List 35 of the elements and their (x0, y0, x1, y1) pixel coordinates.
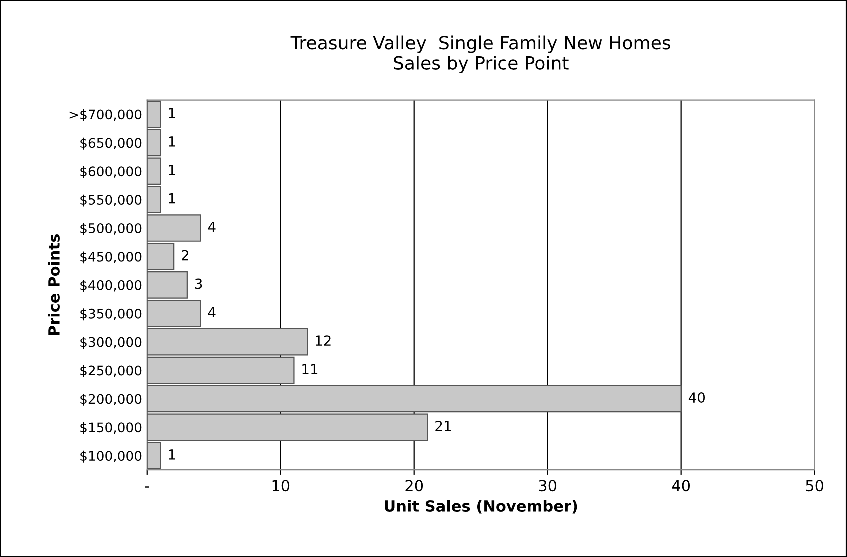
x-tick-label: 50 (806, 480, 824, 492)
y-tick-label: $500,000 (80, 223, 142, 236)
y-tick-label: $550,000 (80, 194, 142, 207)
data-label: 2 (182, 250, 188, 261)
y-axis-title: Price Points (48, 234, 60, 336)
data-label: 1 (169, 136, 176, 147)
y-tick-label: $450,000 (80, 252, 142, 264)
y-tick-label: $200,000 (80, 394, 142, 406)
data-label: 12 (316, 336, 331, 346)
y-tick-label: $650,000 (80, 138, 142, 150)
x-tick-label: - (145, 486, 150, 488)
data-label: 21 (436, 420, 452, 432)
y-tick-label: $600,000 (80, 166, 142, 178)
data-label: 3 (195, 278, 202, 290)
y-tick-label: $100,000 (80, 450, 142, 463)
data-label: 4 (208, 222, 216, 232)
x-tick-label: 20 (406, 480, 424, 492)
y-tick-label: $350,000 (80, 308, 142, 321)
data-label: 11 (302, 364, 318, 374)
x-tick-label: 30 (539, 480, 557, 492)
chart-title: Treasure Valley Single Family New Homes Sales by Price Point (290, 36, 670, 74)
y-tick-label: $300,000 (80, 337, 142, 350)
data-label: 40 (688, 392, 706, 404)
y-tick-label: $150,000 (80, 422, 142, 434)
x-tick-label: 10 (272, 480, 290, 492)
y-tick-label: $400,000 (80, 280, 142, 292)
data-label: 1 (169, 108, 176, 118)
data-label: 4 (208, 307, 216, 318)
y-tick-label: >$700,000 (70, 109, 142, 122)
x-tick-label: 40 (672, 480, 690, 492)
data-label: 1 (169, 165, 176, 176)
data-label: 1 (169, 450, 176, 460)
x-axis-title: Unit Sales (November) (385, 500, 578, 514)
y-tick-label: $250,000 (80, 366, 142, 378)
data-label: 1 (169, 194, 176, 204)
